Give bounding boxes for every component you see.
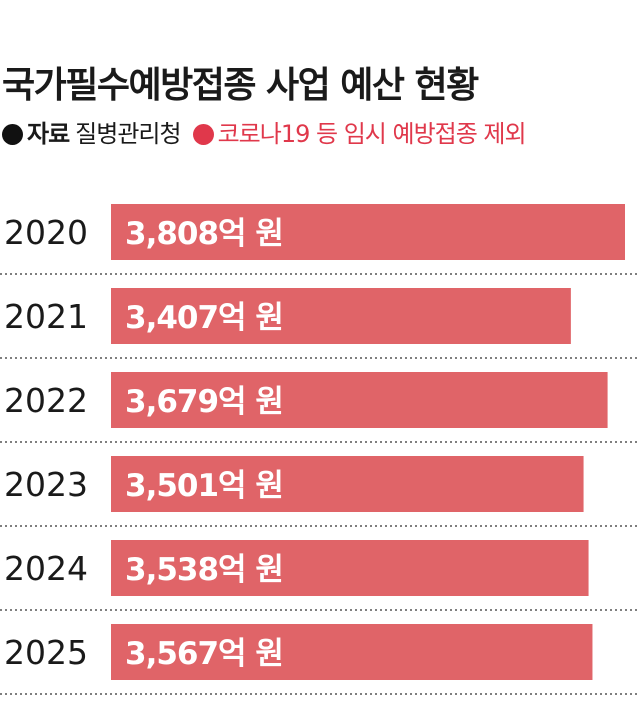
chart-title: 국가필수예방접종 사업 예산 현황 — [2, 65, 479, 106]
bar-2021 — [111, 288, 571, 344]
note-dot-icon — [192, 123, 214, 145]
value-label-2020: 3,808억 원 — [125, 216, 283, 252]
value-label-2023: 3,501억 원 — [125, 468, 283, 504]
value-label-2025: 3,567억 원 — [125, 636, 283, 672]
category-label-2025: 2025 — [4, 633, 88, 672]
bar-2024 — [111, 540, 589, 596]
source-value: 질병관리청 — [75, 120, 181, 148]
bar-2025 — [111, 624, 593, 680]
category-label-2023: 2023 — [4, 465, 88, 504]
chart-subtitle: 자료 질병관리청 코로나19 등 임시 예방접종 제외 — [2, 118, 527, 150]
bar-2022 — [111, 372, 608, 428]
category-label-2021: 2021 — [4, 297, 88, 336]
value-label-2021: 3,407억 원 — [125, 300, 283, 336]
category-label-2024: 2024 — [4, 549, 88, 588]
value-label-2024: 3,538억 원 — [125, 552, 283, 588]
note: 코로나19 등 임시 예방접종 제외 — [192, 118, 527, 150]
source-dot-icon — [2, 123, 23, 145]
value-label-2022: 3,679억 원 — [125, 384, 283, 420]
category-label-2020: 2020 — [4, 213, 88, 252]
note-text: 코로나19 등 임시 예방접종 제외 — [217, 120, 527, 148]
category-label-2022: 2022 — [4, 381, 88, 420]
source-key: 자료 — [27, 120, 70, 148]
bar-2023 — [111, 456, 584, 512]
bar-2020 — [111, 204, 625, 260]
